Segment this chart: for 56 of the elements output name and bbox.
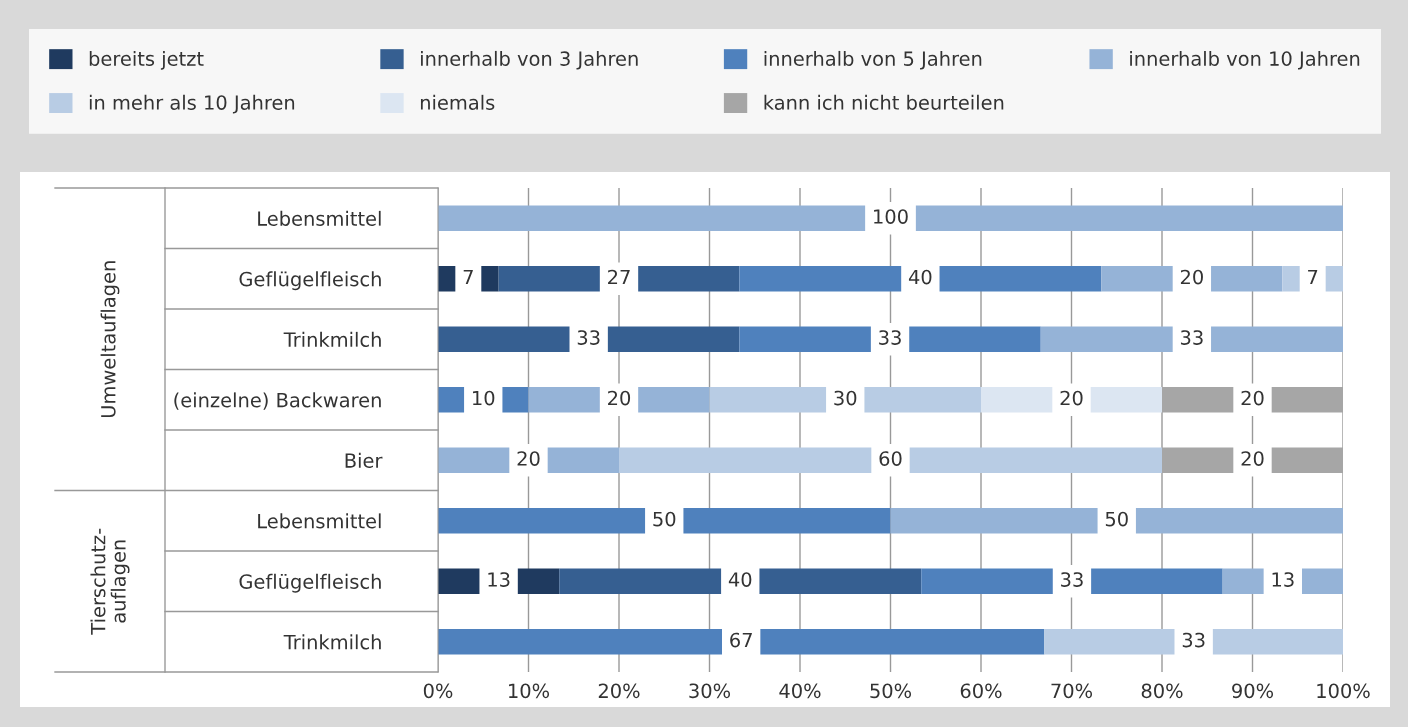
- bar: [890, 508, 1343, 534]
- data-label: 10: [473, 390, 495, 406]
- data-label: 33: [1061, 572, 1083, 587]
- x-tick-label: 20%: [598, 683, 640, 699]
- data-label: 33: [1182, 632, 1205, 648]
- data-label: 60: [879, 451, 902, 466]
- x-tick-label: 40%: [779, 683, 821, 699]
- legend-label: kann ich nicht beurteilen: [764, 94, 1004, 110]
- x-tick-label: 10%: [509, 683, 550, 699]
- y-tick-label: Lebensmittel: [258, 210, 381, 226]
- data-label: 13: [488, 572, 510, 587]
- legend-label: niemals: [420, 94, 495, 110]
- data-label: 33: [577, 330, 600, 345]
- y-tick-label: Geflügelfleisch: [239, 271, 381, 291]
- legend-label: in mehr als 10 Jahren: [89, 94, 295, 114]
- y-tick-label: Bier: [345, 452, 383, 468]
- y-tick-label: Trinkmilch: [283, 331, 381, 347]
- y-tick-label: Geflügelfleisch: [239, 573, 381, 593]
- x-tick-label: 80%: [1141, 683, 1183, 699]
- x-tick-label: 90%: [1232, 683, 1274, 699]
- legend-label: innerhalb von 5 Jahren: [764, 50, 982, 70]
- data-label: 40: [728, 572, 752, 587]
- bar: [438, 508, 891, 534]
- data-label: 100: [874, 209, 908, 224]
- x-tick-label: 60%: [960, 683, 1002, 699]
- data-label: 30: [834, 390, 857, 406]
- data-label: 13: [1272, 572, 1294, 587]
- y-tick-label: (einzelne) Backwaren: [174, 392, 381, 410]
- data-label: 50: [1105, 511, 1128, 527]
- legend-label: innerhalb von 10 Jahren: [1130, 50, 1360, 70]
- data-label: 50: [653, 511, 676, 527]
- y-tick-label: Trinkmilch: [283, 634, 381, 650]
- data-label: 20: [1241, 451, 1264, 466]
- data-label: 20: [517, 451, 540, 466]
- data-label: 20: [608, 390, 631, 406]
- text: Tierschutz- auflagen: [90, 528, 130, 635]
- x-tick-label: 100%: [1317, 683, 1370, 699]
- data-label: 7: [463, 269, 473, 285]
- text: Umweltauflagen: [100, 261, 120, 418]
- data-label: 20: [1180, 269, 1203, 285]
- x-tick-label: 30%: [689, 683, 731, 699]
- data-label: 7: [1308, 269, 1318, 285]
- legend-label: bereits jetzt: [89, 50, 204, 70]
- data-label: 33: [879, 330, 901, 345]
- bar: [438, 629, 1045, 655]
- legend-label: innerhalb von 3 Jahren: [421, 50, 638, 70]
- x-tick-label: 50%: [870, 683, 912, 699]
- y-tick-label: Lebensmittel: [258, 513, 381, 529]
- data-label: 33: [1180, 330, 1203, 345]
- data-label: 20: [1241, 390, 1264, 406]
- x-tick-label: 70%: [1051, 683, 1093, 699]
- data-label: 27: [608, 269, 630, 285]
- x-tick-label: 0%: [423, 683, 453, 699]
- data-label: 67: [730, 632, 752, 648]
- data-label: 20: [1060, 390, 1083, 406]
- data-label: 40: [908, 269, 932, 285]
